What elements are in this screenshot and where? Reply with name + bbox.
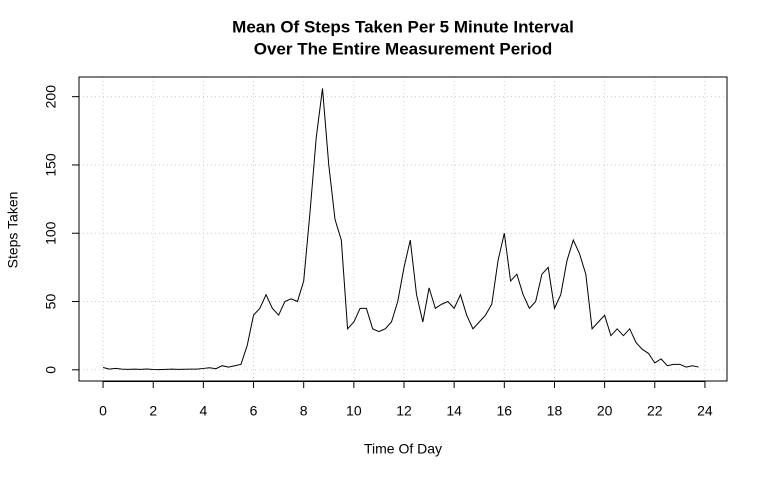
y-tick-label: 200 bbox=[43, 85, 59, 109]
x-tick-label: 14 bbox=[446, 403, 462, 419]
x-tick-label: 16 bbox=[497, 403, 513, 419]
x-axis-label: Time Of Day bbox=[364, 441, 442, 457]
x-tick-label: 22 bbox=[647, 403, 663, 419]
x-tick-label: 6 bbox=[250, 403, 258, 419]
y-tick-label: 150 bbox=[43, 153, 59, 177]
y-axis-label: Steps Taken bbox=[5, 192, 21, 269]
y-tick-label: 50 bbox=[43, 294, 59, 310]
x-tick-label: 12 bbox=[396, 403, 412, 419]
x-tick-label: 8 bbox=[300, 403, 308, 419]
chart-subtitle: Over The Entire Measurement Period bbox=[254, 39, 553, 58]
data-line bbox=[102, 88, 699, 371]
x-tick-label: 10 bbox=[346, 403, 362, 419]
x-tick-label: 18 bbox=[547, 403, 563, 419]
plot-frame bbox=[78, 76, 728, 382]
x-tick-label: 4 bbox=[199, 403, 207, 419]
x-tick-label: 20 bbox=[597, 403, 613, 419]
x-tick-label: 0 bbox=[99, 403, 107, 419]
y-tick-label: 100 bbox=[43, 221, 59, 245]
chart-title: Mean Of Steps Taken Per 5 Minute Interva… bbox=[232, 17, 574, 36]
y-tick-label: 0 bbox=[43, 366, 59, 374]
x-tick-label: 2 bbox=[149, 403, 157, 419]
x-tick-label: 24 bbox=[697, 403, 713, 419]
